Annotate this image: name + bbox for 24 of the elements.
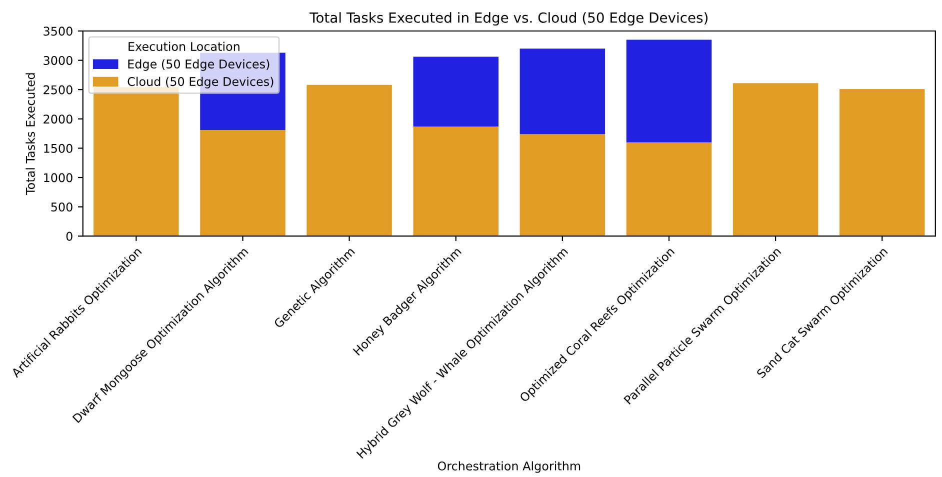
y-tick-label: 2000 (44, 114, 72, 124)
bar (626, 142, 712, 236)
y-tick-label: 0 (66, 232, 72, 241)
legend-label: Cloud (50 Edge Devices) (128, 76, 274, 88)
y-tick-label: 1000 (44, 173, 72, 182)
x-axis-title: Orchestration Algorithm (438, 461, 580, 473)
bar (200, 130, 286, 236)
bar (732, 83, 818, 236)
y-tick-label: 3500 (44, 26, 72, 36)
y-tick-label: 500 (51, 202, 72, 212)
bar (520, 134, 606, 236)
bar (520, 48, 606, 134)
y-axis-title: Total Tasks Executed (26, 73, 35, 196)
legend-title: Execution Location (128, 42, 240, 51)
y-tick-label: 2500 (44, 85, 72, 94)
bar (306, 84, 392, 236)
legend-label: Edge (50 Edge Devices) (128, 59, 270, 71)
chart-title: Total Tasks Executed in Edge vs. Cloud (50 Edge Devices) (310, 12, 708, 26)
bar (626, 40, 712, 142)
bar (840, 89, 925, 236)
y-tick-label: 1500 (44, 144, 72, 153)
bar (413, 126, 498, 236)
bar (413, 56, 498, 127)
y-tick-label: 3000 (44, 56, 72, 66)
